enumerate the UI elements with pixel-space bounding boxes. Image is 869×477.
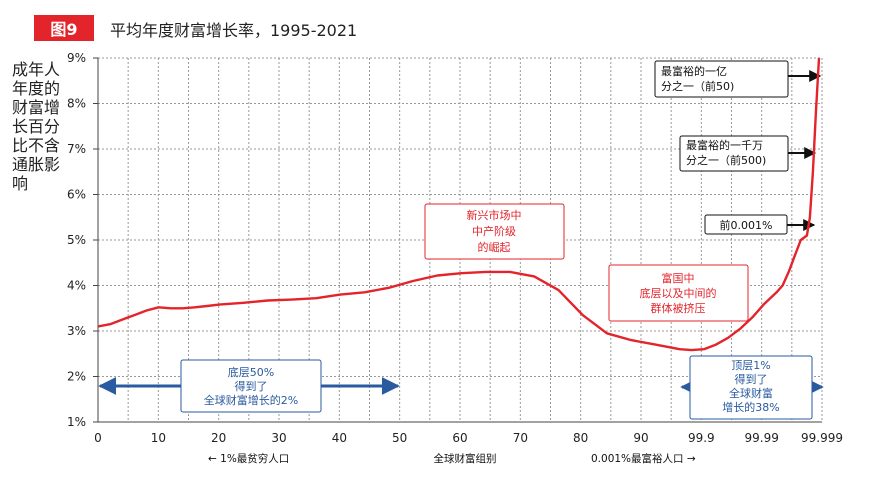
rich-line-3: 群体被挤压 xyxy=(651,301,706,315)
wealth-growth-line xyxy=(97,57,821,352)
x-tick-label: 60 xyxy=(452,431,467,445)
billionth-box xyxy=(654,60,789,98)
x-left-note: ← 1%最贫穷人口 xyxy=(208,452,289,465)
x-tick-label: 20 xyxy=(211,431,226,445)
y-tick-label: 7% xyxy=(67,142,86,156)
top0001-label: 前0.001% xyxy=(720,218,773,232)
billionth-line-1: 最富裕的一亿 xyxy=(661,64,727,78)
x-tick-label: 99.999 xyxy=(801,431,843,445)
top1-line-3: 全球财富 xyxy=(729,386,773,400)
x-tick-label: 30 xyxy=(271,431,286,445)
chart-title: 平均年度财富增长率，1995-2021 xyxy=(110,21,358,40)
top1-line-4: 增长的38% xyxy=(722,400,779,414)
x-right-note: 0.001%最富裕人口 → xyxy=(591,452,696,465)
y-tick-label: 2% xyxy=(67,370,86,384)
rich-countries-box xyxy=(608,264,749,322)
x-tick-label: 70 xyxy=(513,431,528,445)
y-tick-label: 1% xyxy=(67,415,86,429)
y-axis-label: 成年人年度的财富增长百分比不含通胀影响 xyxy=(12,60,61,193)
ten-millionth-line-1: 最富裕的一千万 xyxy=(686,138,763,152)
y-tick-label: 3% xyxy=(67,324,86,338)
rich-line-1: 富国中 xyxy=(662,271,695,285)
rich-line-2: 底层以及中间的 xyxy=(640,286,717,300)
top1-line-2: 得到了 xyxy=(735,373,768,386)
emerging-line-3: 的崛起 xyxy=(478,240,511,254)
bottom50-box xyxy=(180,359,322,413)
x-tick-label: 99.9 xyxy=(688,431,715,445)
emerging-line-1: 新兴市场中 xyxy=(467,208,522,222)
ten-millionth-line-2: 分之一（前500) xyxy=(686,153,766,167)
bottom50-line-2: 得到了 xyxy=(235,380,268,393)
y-tick-label: 8% xyxy=(67,97,86,111)
top1-line-1: 顶层1% xyxy=(731,359,770,372)
figure-badge: 图9 xyxy=(34,15,94,41)
y-tick-label: 6% xyxy=(67,188,86,202)
top1-box xyxy=(689,355,813,420)
emerging-box xyxy=(424,203,565,260)
x-tick-label: 0 xyxy=(94,431,102,445)
y-tick-label: 5% xyxy=(67,233,86,247)
x-tick-label: 99.99 xyxy=(744,431,778,445)
y-tick-label: 9% xyxy=(67,51,86,65)
x-tick-labels: 0 10 20 30 40 50 60 70 80 90 99.9 99.99 99.999 xyxy=(94,431,843,445)
y-tick-labels: 1% 2% 3% 4% 5% 6% 7% 8% 9% xyxy=(67,51,98,429)
x-tick-label: 80 xyxy=(573,431,588,445)
bottom50-line-3: 全球财富增长的2% xyxy=(204,393,298,407)
y-tick-label: 4% xyxy=(67,279,86,293)
bottom50-line-1: 底层50% xyxy=(228,365,274,379)
x-tick-label: 40 xyxy=(332,431,347,445)
billionth-line-2: 分之一（前50) xyxy=(661,79,734,93)
x-tick-label: 90 xyxy=(633,431,648,445)
x-tick-label: 10 xyxy=(151,431,166,445)
x-axis-title: 全球财富组别 xyxy=(434,452,497,465)
emerging-line-2: 中产阶级 xyxy=(472,224,516,238)
x-tick-label: 50 xyxy=(392,431,407,445)
